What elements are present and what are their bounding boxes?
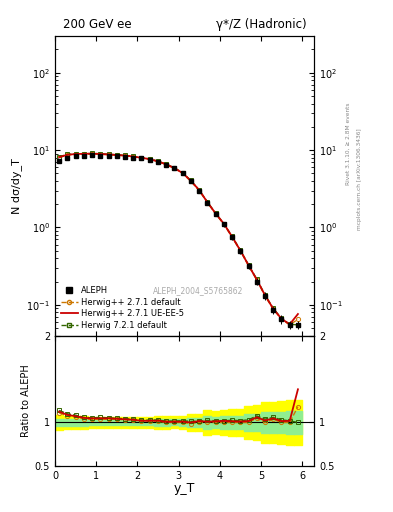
Text: mcplots.cern.ch [arXiv:1306.3436]: mcplots.cern.ch [arXiv:1306.3436]: [357, 129, 362, 230]
Legend: ALEPH, Herwig++ 2.7.1 default, Herwig++ 2.7.1 UE-EE-5, Herwig 7.2.1 default: ALEPH, Herwig++ 2.7.1 default, Herwig++ …: [57, 283, 187, 333]
Y-axis label: Ratio to ALEPH: Ratio to ALEPH: [20, 365, 31, 437]
Y-axis label: N dσ/dy_T: N dσ/dy_T: [11, 158, 22, 214]
X-axis label: y_T: y_T: [174, 482, 195, 495]
Text: γ*/Z (Hadronic): γ*/Z (Hadronic): [216, 18, 307, 31]
Text: Rivet 3.1.10, ≥ 2.8M events: Rivet 3.1.10, ≥ 2.8M events: [345, 102, 350, 185]
Text: 200 GeV ee: 200 GeV ee: [63, 18, 131, 31]
Text: ALEPH_2004_S5765862: ALEPH_2004_S5765862: [152, 286, 243, 295]
